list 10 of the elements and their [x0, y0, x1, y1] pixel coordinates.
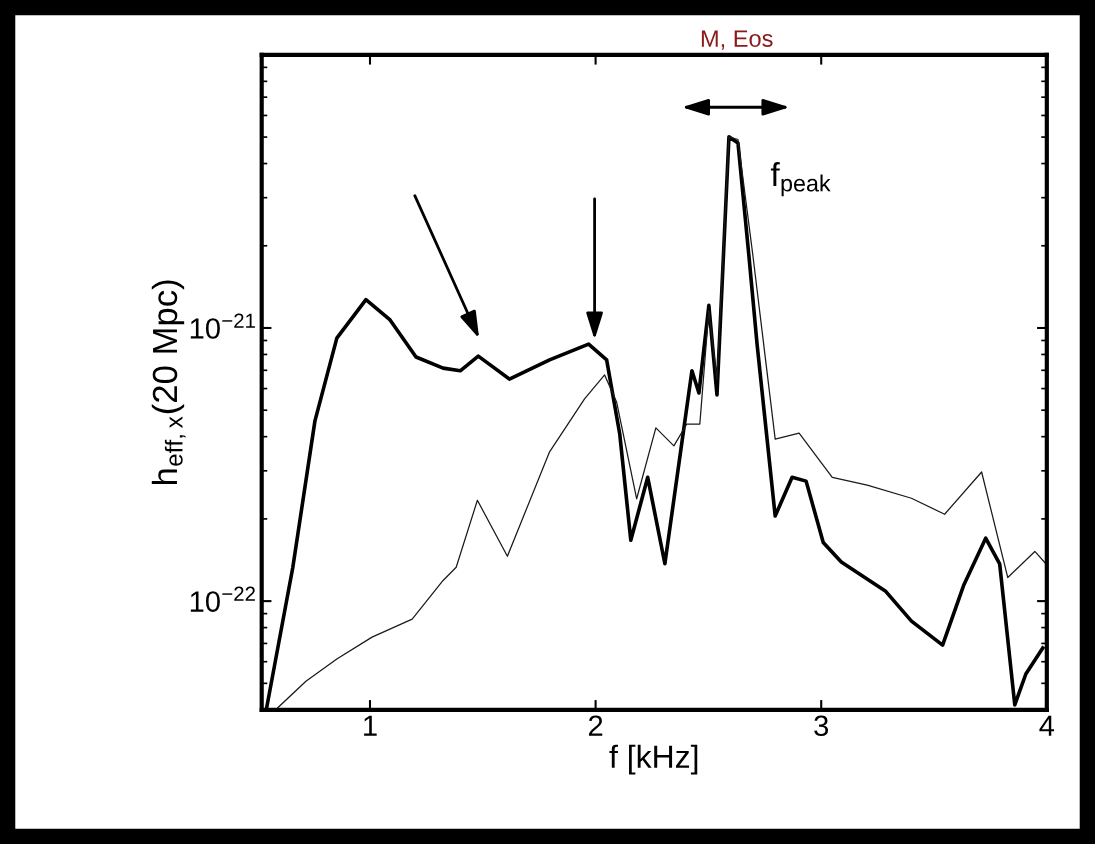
- x-tick-label: 1: [364, 715, 377, 736]
- y-axis-title: h$_{eff,x}$(20 Mpc): [151, 280, 186, 485]
- text: M, Eos: [701, 30, 773, 50]
- y-tick-label: 10$^{−22}$: [190, 586, 255, 612]
- annotation: f$_{peak}$: [770, 161, 831, 197]
- x-tick-label: 3: [814, 715, 829, 737]
- x-tick-label: 2: [588, 715, 603, 736]
- x-tick-label: 4: [1039, 715, 1055, 736]
- y-tick-label: 10$^{−21}$: [190, 313, 255, 339]
- x-axis-title: f [kHz]: [609, 744, 698, 775]
